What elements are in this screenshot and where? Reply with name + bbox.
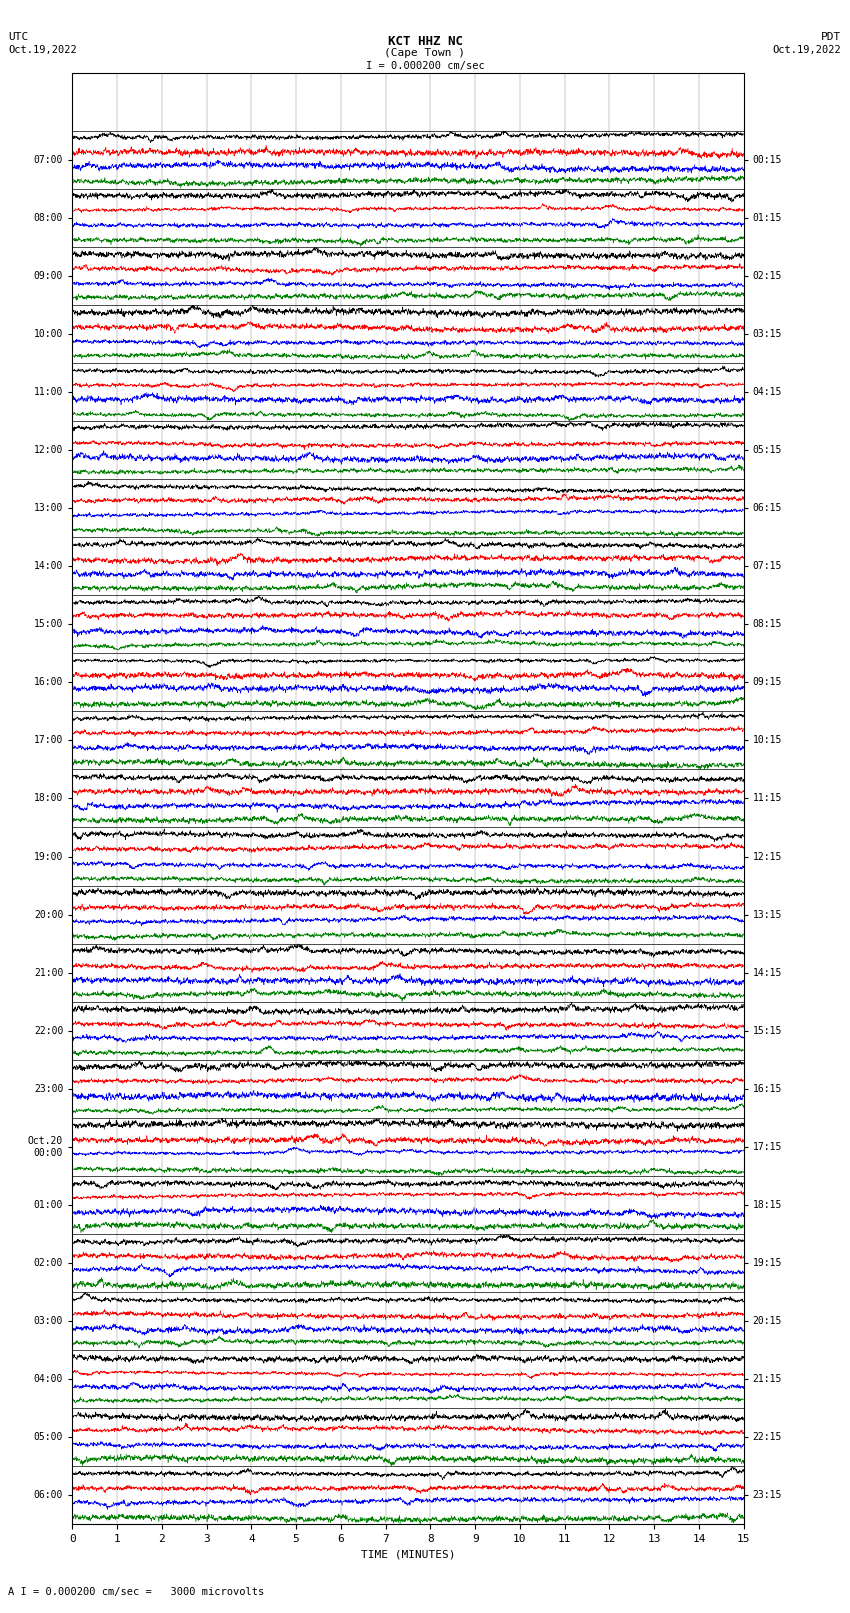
Text: A I = 0.000200 cm/sec =   3000 microvolts: A I = 0.000200 cm/sec = 3000 microvolts [8,1587,264,1597]
Text: (Cape Town ): (Cape Town ) [384,48,466,58]
Text: I = 0.000200 cm/sec: I = 0.000200 cm/sec [366,61,484,71]
Text: PDT: PDT [821,32,842,42]
Text: Oct.19,2022: Oct.19,2022 [8,45,77,55]
X-axis label: TIME (MINUTES): TIME (MINUTES) [360,1550,456,1560]
Text: KCT HHZ NC: KCT HHZ NC [388,35,462,48]
Text: Oct.19,2022: Oct.19,2022 [773,45,842,55]
Text: UTC: UTC [8,32,29,42]
